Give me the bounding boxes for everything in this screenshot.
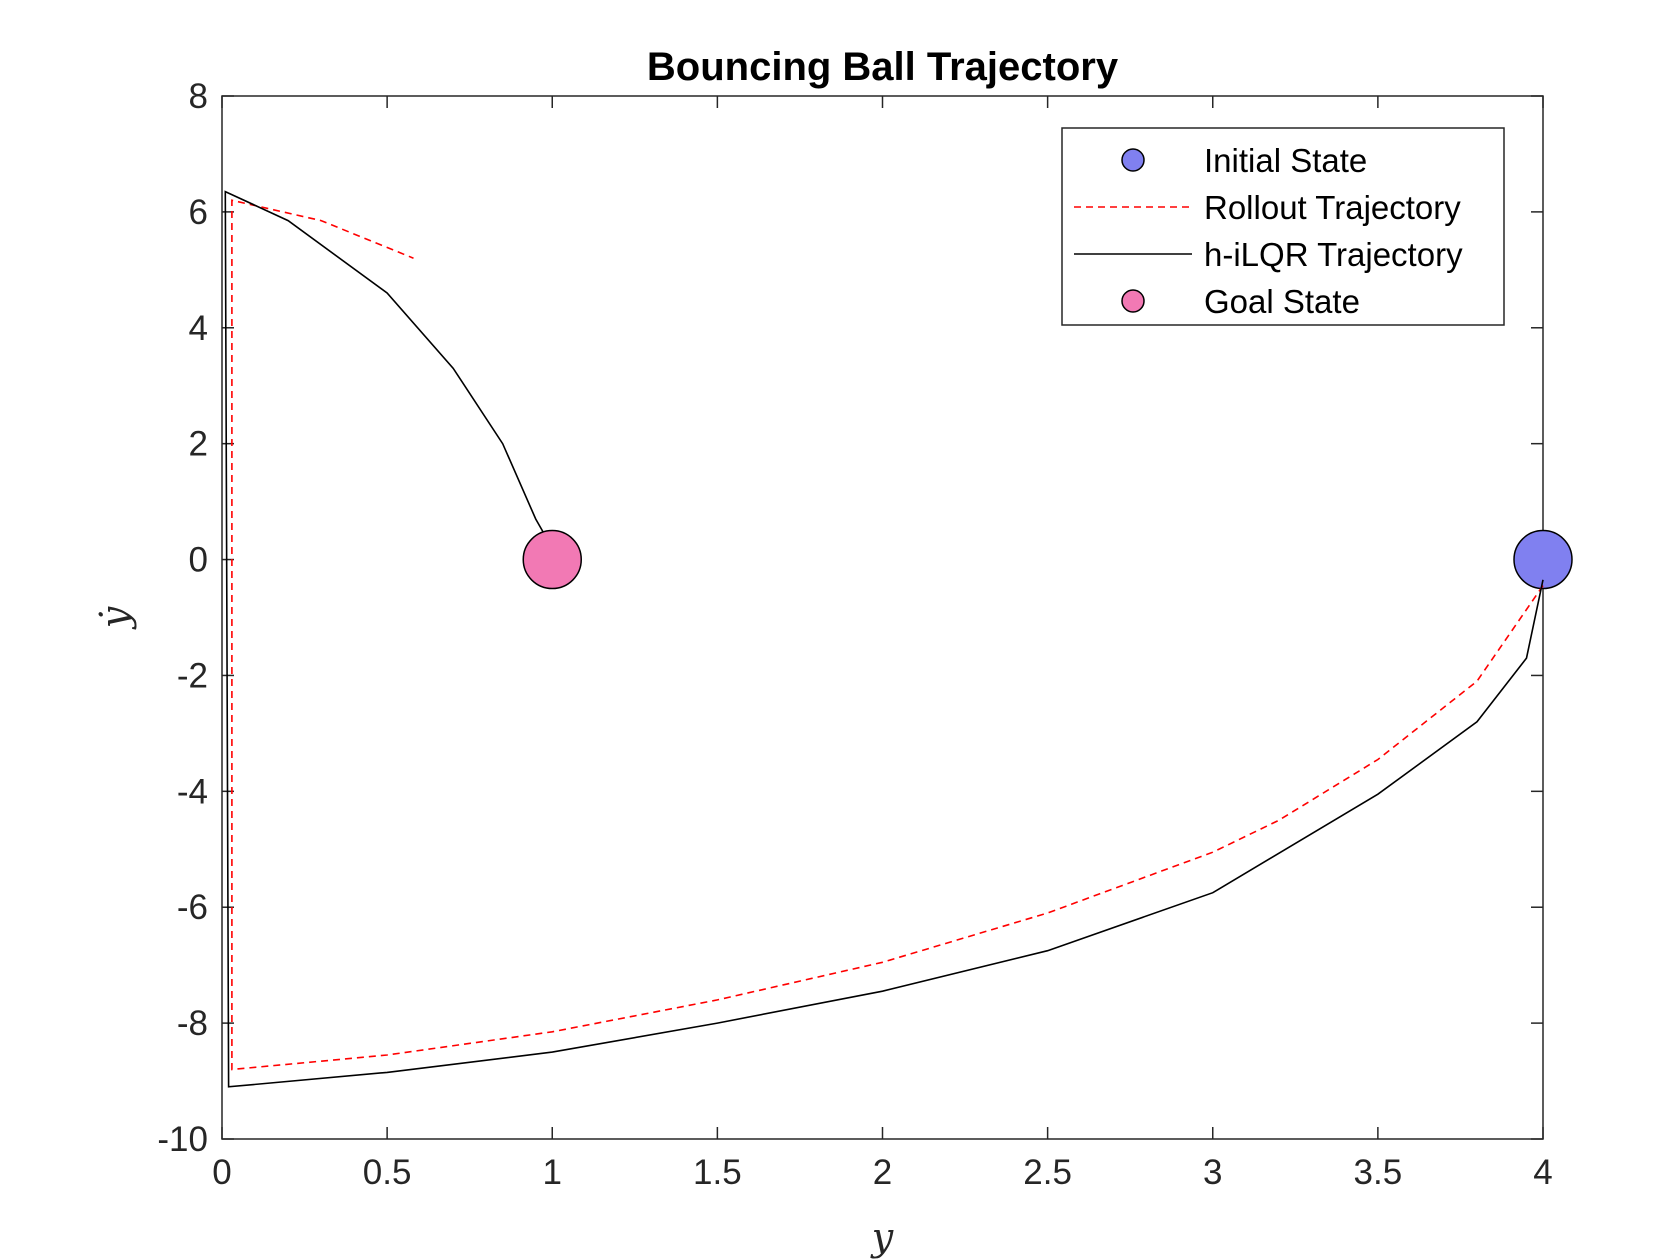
legend-label-goal-state: Goal State xyxy=(1204,283,1360,320)
initial-state-marker xyxy=(1513,529,1573,590)
x-tick-label: 0 xyxy=(212,1153,231,1192)
legend-label-h-ilqr-trajectory: h-iLQR Trajectory xyxy=(1204,236,1463,273)
legend-label-initial-state: Initial State xyxy=(1204,142,1367,179)
y-tick-label: 2 xyxy=(189,425,208,464)
y-tick-label: -4 xyxy=(177,772,208,811)
series-group xyxy=(224,190,1573,1088)
x-tick-label: 2.5 xyxy=(1023,1153,1072,1192)
y-tick-label: 0 xyxy=(189,541,208,580)
legend-swatch-goal-state xyxy=(1121,289,1145,313)
x-axis-label: y xyxy=(870,1215,894,1259)
y-tick-label: 6 xyxy=(189,193,208,232)
x-tick-label: 3 xyxy=(1203,1153,1222,1192)
y-tick-label: 8 xyxy=(189,77,208,116)
y-axis-label: ẏ xyxy=(93,606,137,630)
y-tick-label: -2 xyxy=(177,656,208,695)
x-tick-label: 4 xyxy=(1533,1153,1552,1192)
rollout-trajectory-line xyxy=(231,199,1544,1071)
x-tick-label: 0.5 xyxy=(363,1153,412,1192)
legend-label-rollout-trajectory: Rollout Trajectory xyxy=(1204,189,1461,226)
goal-state-marker xyxy=(522,529,582,590)
y-tick-label: 4 xyxy=(189,309,208,348)
x-tick-label: 2 xyxy=(873,1153,892,1192)
h-ilqr-trajectory-line xyxy=(224,190,1544,1088)
y-tick-label: -10 xyxy=(157,1120,208,1159)
y-tick-label: -8 xyxy=(177,1004,208,1043)
legend: Initial State Rollout Trajectory h-iLQR Tr… xyxy=(1061,127,1505,326)
y-tick-label: -6 xyxy=(177,888,208,927)
chart-title: Bouncing Ball Trajectory xyxy=(647,45,1119,89)
x-tick-label: 3.5 xyxy=(1354,1153,1403,1192)
x-tick-label: 1.5 xyxy=(693,1153,742,1192)
legend-swatch-initial-state xyxy=(1121,148,1145,172)
x-tick-label: 1 xyxy=(543,1153,562,1192)
ticks: 0 0.5 1 1.5 2 2.5 3 3.5 4 -10 -8 -6 -4 -2 0 2 4 6 8 xyxy=(157,77,1552,1192)
